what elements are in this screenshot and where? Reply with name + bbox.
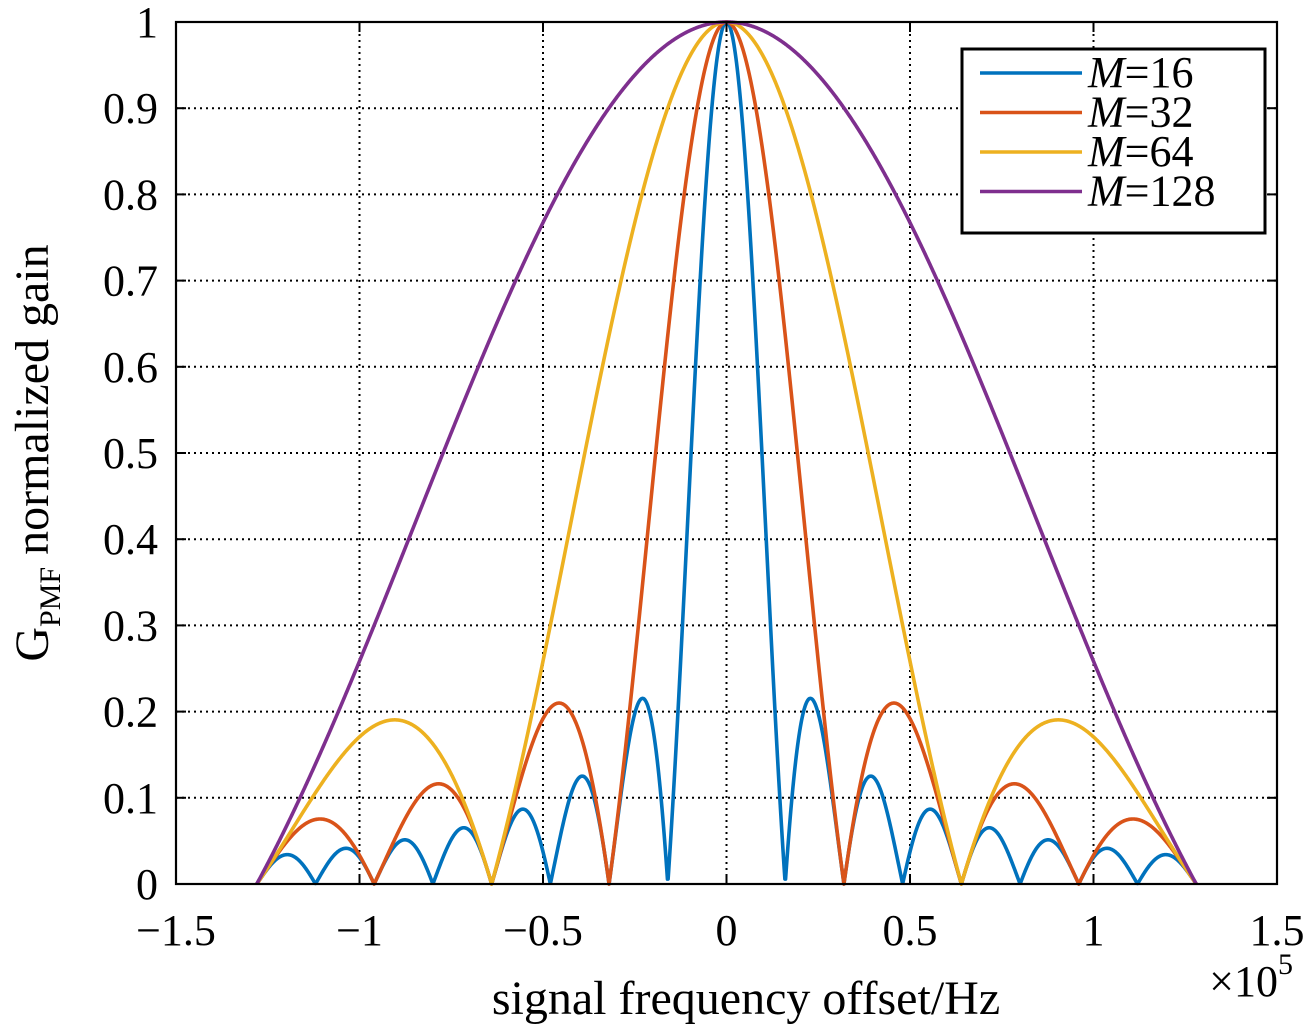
x-tick-label: −1.5	[136, 906, 216, 955]
y-tick-label: 0.1	[103, 774, 158, 823]
y-tick-label: 0.7	[103, 257, 158, 306]
legend-label-var: M	[1087, 88, 1127, 137]
x-tick-label: 0.5	[883, 906, 938, 955]
legend-label-value: =16	[1125, 48, 1194, 97]
legend-label-var: M	[1087, 48, 1127, 97]
y-tick-label: 1	[136, 0, 158, 47]
y-tick-label: 0	[136, 860, 158, 909]
x-tick-label: 1	[1083, 906, 1105, 955]
y-tick-label: 0.3	[103, 601, 158, 650]
legend: M=16M=32M=64M=128	[960, 47, 1267, 235]
y-axis-title-suffix: normalized gain	[6, 244, 59, 567]
x-tick-label: 0	[716, 906, 738, 955]
legend-box	[960, 47, 1267, 235]
y-tick-label: 0.5	[103, 429, 158, 478]
axis-ticks: −1.5 −1 −0.5 0 0.5 1 1.5 0 0.1 0.2 0.3 0.4 0.5 0.6 0.7…	[103, 0, 1305, 955]
y-tick-label: 0.4	[103, 515, 158, 564]
legend-label-value: =64	[1125, 127, 1194, 176]
y-axis-title-subscript: PMF	[34, 567, 67, 627]
y-tick-label: 0.2	[103, 688, 158, 737]
legend-label-64: M=64	[1087, 127, 1193, 176]
x-tick-label: 1.5	[1250, 906, 1305, 955]
legend-label-16: M=16	[1087, 48, 1193, 97]
y-axis-title: GPMF normalized gain	[6, 244, 67, 661]
legend-label-value: =128	[1125, 167, 1216, 216]
legend-label-var: M	[1087, 127, 1127, 176]
x-axis-title: signal frequency offset/Hz	[492, 972, 1000, 1025]
legend-label-32: M=32	[1087, 88, 1193, 137]
y-tick-label: 0.6	[103, 343, 158, 392]
y-tick-label: 0.9	[103, 84, 158, 133]
x-tick-label: −1	[336, 906, 383, 955]
x-axis-exponent: ×105	[1209, 948, 1293, 1006]
x-tick-label: −0.5	[503, 906, 583, 955]
legend-label-128: M=128	[1087, 167, 1215, 216]
legend-label-value: =32	[1125, 88, 1194, 137]
legend-label-var: M	[1087, 167, 1127, 216]
x-axis-exponent-base: ×10	[1209, 957, 1278, 1006]
x-axis-exponent-power: 5	[1278, 948, 1293, 981]
y-axis-title-main: G	[6, 627, 59, 662]
y-tick-label: 0.8	[103, 170, 158, 219]
